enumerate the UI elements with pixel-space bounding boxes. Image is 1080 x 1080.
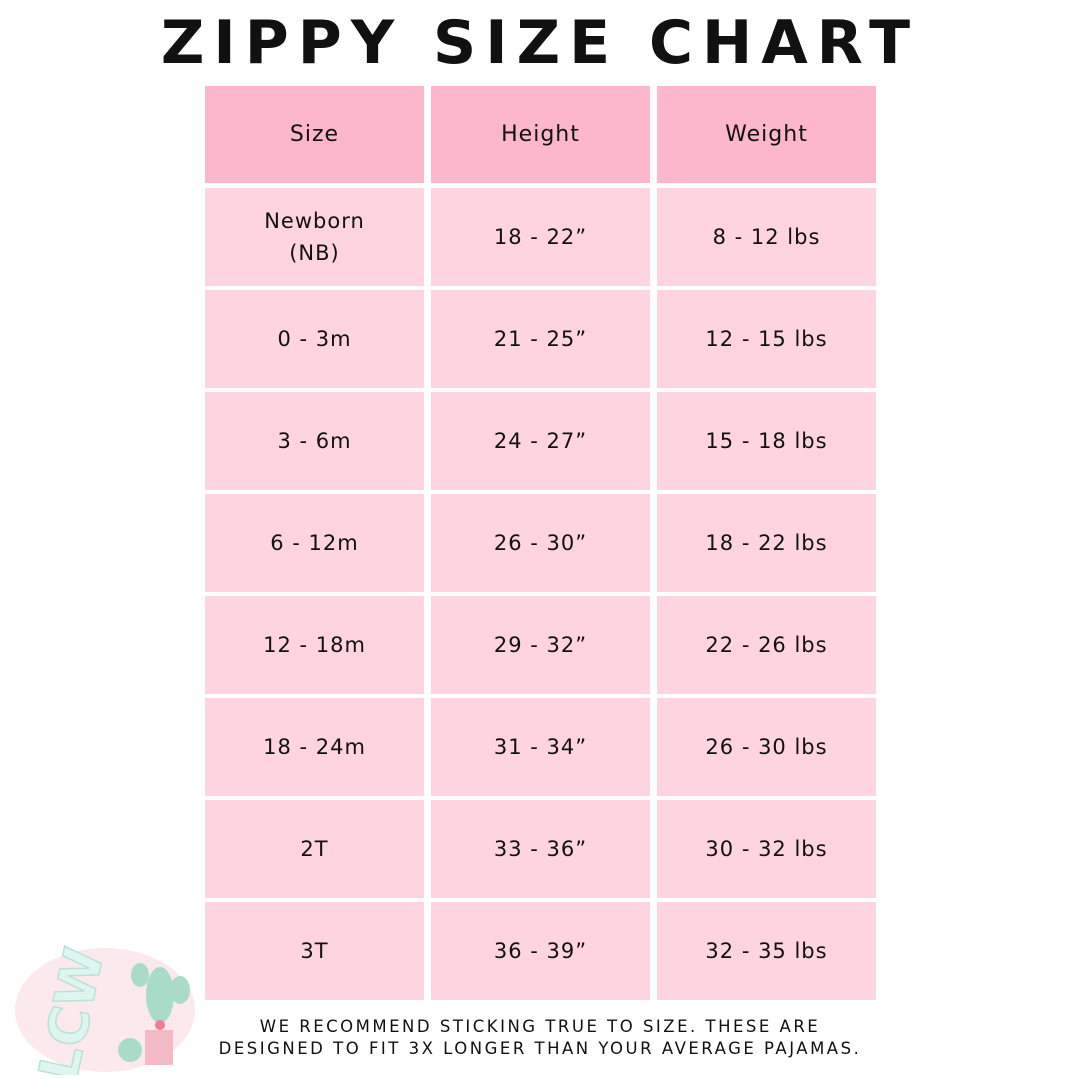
- cell-weight: 8 - 12 lbs: [657, 188, 876, 286]
- cell-size: Newborn (NB): [205, 188, 424, 286]
- cell-height: 26 - 30”: [431, 494, 650, 592]
- footer-line-2: designed to fit 3x longer than your aver…: [218, 1039, 862, 1058]
- footer-note: We recommend sticking true to size. Thes…: [140, 1016, 940, 1060]
- size-table: Size Height Weight Newborn (NB) 18 - 22” 8 - …: [205, 86, 876, 1004]
- cell-height: 18 - 22”: [431, 188, 650, 286]
- cell-size: 3 - 6m: [205, 392, 424, 490]
- cell-size: 3T: [205, 902, 424, 1000]
- cell-size: 6 - 12m: [205, 494, 424, 592]
- cell-height: 21 - 25”: [431, 290, 650, 388]
- lcw-logo: LCW: [15, 942, 195, 1075]
- cell-weight: 22 - 26 lbs: [657, 596, 876, 694]
- column-header-height: Height: [431, 86, 650, 183]
- footer-line-1: We recommend sticking true to size. Thes…: [259, 1017, 821, 1036]
- cell-weight: 12 - 15 lbs: [657, 290, 876, 388]
- cell-weight: 15 - 18 lbs: [657, 392, 876, 490]
- cell-size: 2T: [205, 800, 424, 898]
- cell-size: 18 - 24m: [205, 698, 424, 796]
- cell-weight: 18 - 22 lbs: [657, 494, 876, 592]
- cell-weight: 30 - 32 lbs: [657, 800, 876, 898]
- cell-height: 36 - 39”: [431, 902, 650, 1000]
- column-header-size: Size: [205, 86, 424, 183]
- cell-size: 0 - 3m: [205, 290, 424, 388]
- cell-size: 12 - 18m: [205, 596, 424, 694]
- cell-height: 24 - 27”: [431, 392, 650, 490]
- cell-height: 33 - 36”: [431, 800, 650, 898]
- cell-weight: 32 - 35 lbs: [657, 902, 876, 1000]
- cell-weight: 26 - 30 lbs: [657, 698, 876, 796]
- column-header-weight: Weight: [657, 86, 876, 183]
- cell-height: 31 - 34”: [431, 698, 650, 796]
- cell-height: 29 - 32”: [431, 596, 650, 694]
- page-title: ZIPPY SIZE CHART: [160, 8, 920, 78]
